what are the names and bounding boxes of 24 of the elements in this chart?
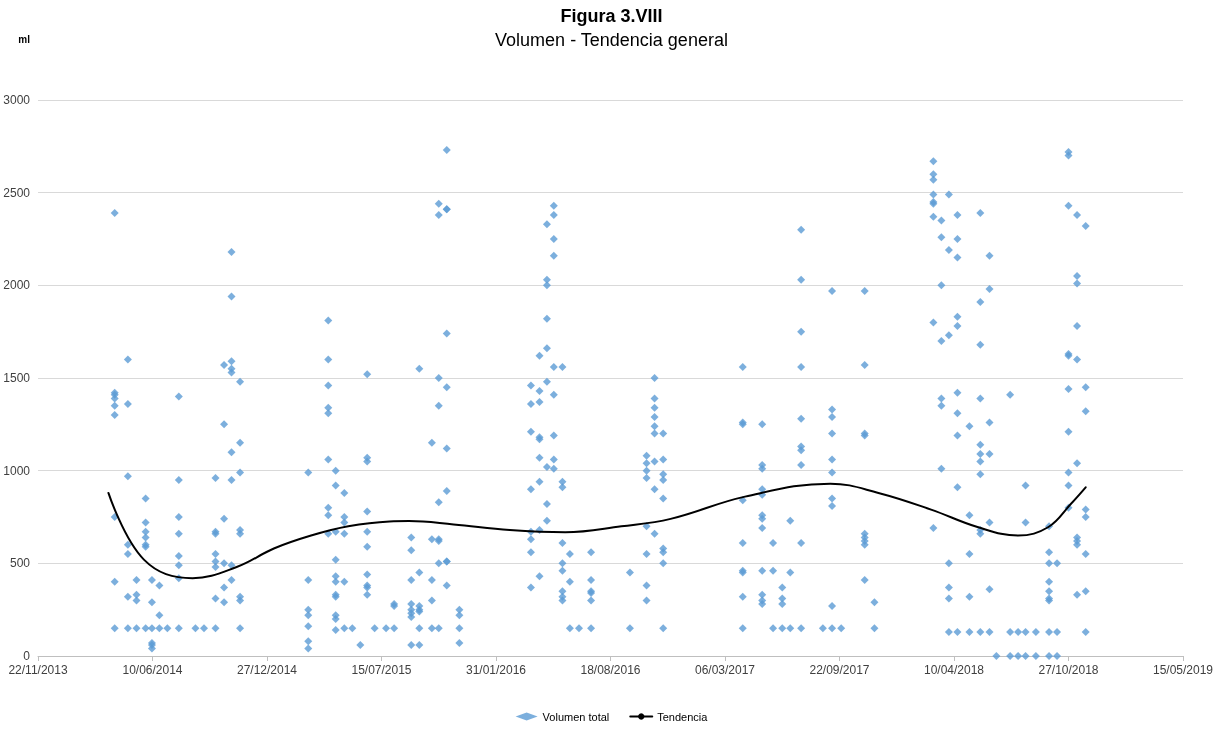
legend-label: Tendencia <box>657 710 709 723</box>
x-tick-label: 15/05/2019 <box>1152 663 1214 677</box>
y-tick-label: 1500 <box>3 371 31 385</box>
y-axis-title: ml <box>18 33 31 45</box>
line-series <box>107 482 1087 580</box>
x-tick-label: 27/12/2014 <box>236 663 298 677</box>
y-tick-label: 500 <box>9 556 31 571</box>
x-tick-label: 15/07/2015 <box>351 663 412 677</box>
y-tick-label: 2000 <box>3 278 31 293</box>
y-tick-label: 2500 <box>3 185 31 200</box>
x-tick-label: 27/10/2018 <box>1038 663 1099 677</box>
legend-label: Volumen total <box>542 710 610 723</box>
y-tick-label: 0 <box>23 649 31 663</box>
chart-title: Figura 3.VIII <box>560 6 663 26</box>
y-tick-label: 1000 <box>3 463 31 478</box>
x-tick-label: 22/11/2013 <box>8 663 68 677</box>
x-tick-label: 10/06/2014 <box>122 663 183 677</box>
x-tick-label: 18/08/2016 <box>580 663 641 677</box>
x-tick-label: 10/04/2018 <box>923 663 985 677</box>
y-tick-label: 3000 <box>3 93 31 107</box>
x-tick-label: 22/09/2017 <box>809 663 870 677</box>
x-tick-label: 31/01/2016 <box>465 663 527 677</box>
chart-subtitle: Volumen - Tendencia general <box>495 30 728 50</box>
x-tick-label: 06/03/2017 <box>694 663 756 677</box>
